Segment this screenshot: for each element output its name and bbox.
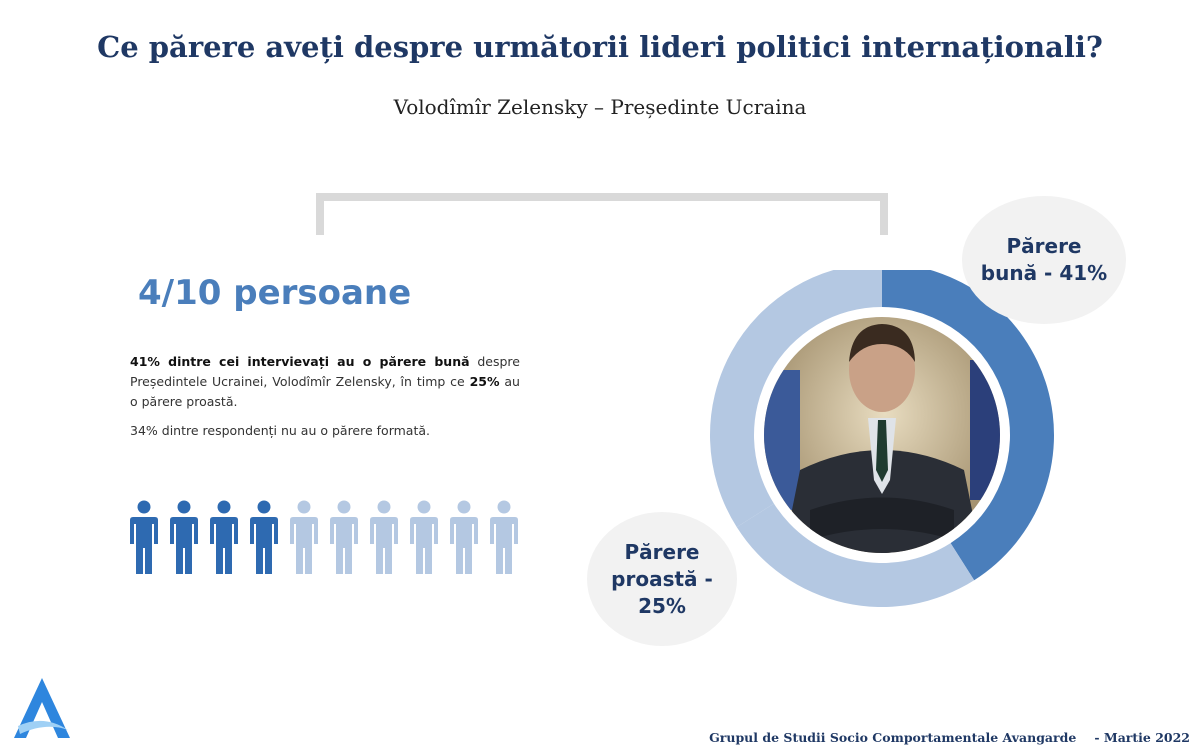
summary-bold-pct: 25% <box>469 374 500 389</box>
footer-date: - Martie 2022 <box>1094 730 1190 745</box>
footer: Grupul de Studii Socio Comportamentale A… <box>709 730 1190 745</box>
person-icon <box>410 500 438 574</box>
summary-end: au o părere proastă. <box>130 374 520 409</box>
donut-slice-2 <box>710 270 882 528</box>
person-icon <box>450 500 478 574</box>
bracket-divider <box>316 193 888 235</box>
summary-paragraph: 41% dintre cei intervievați au o părere … <box>130 352 520 412</box>
person-icon <box>130 500 158 574</box>
summary-paragraph-2: 34% dintre respondenți nu au o părere fo… <box>130 423 430 438</box>
person-icon <box>250 500 278 574</box>
page-subtitle: Volodîmîr Zelensky – Președinte Ucraina <box>393 95 807 119</box>
people-pictogram <box>130 500 518 574</box>
good-opinion-bubble: Părere bună - 41% <box>962 196 1126 324</box>
person-icon <box>210 500 238 574</box>
person-icon <box>170 500 198 574</box>
page-title: Ce părere aveți despre următorii lideri … <box>97 30 1103 64</box>
summary-bold-intro: 41% dintre cei intervievați au o părere … <box>130 354 470 369</box>
headline-stat: 4/10 persoane <box>138 273 412 313</box>
donut-slice-0 <box>882 270 1054 581</box>
bad-opinion-bubble: Părere proastă - 25% <box>587 512 737 646</box>
person-icon <box>490 500 518 574</box>
summary-middle: despre Președintele Ucrainei, Volodîmîr … <box>130 354 520 389</box>
footer-org: Grupul de Studii Socio Comportamentale A… <box>709 730 1077 745</box>
donut-slice-1 <box>736 503 975 607</box>
donut-chart <box>710 270 1054 607</box>
avangarde-logo-icon <box>14 678 70 738</box>
person-icon <box>290 500 318 574</box>
person-icon <box>330 500 358 574</box>
person-icon <box>370 500 398 574</box>
